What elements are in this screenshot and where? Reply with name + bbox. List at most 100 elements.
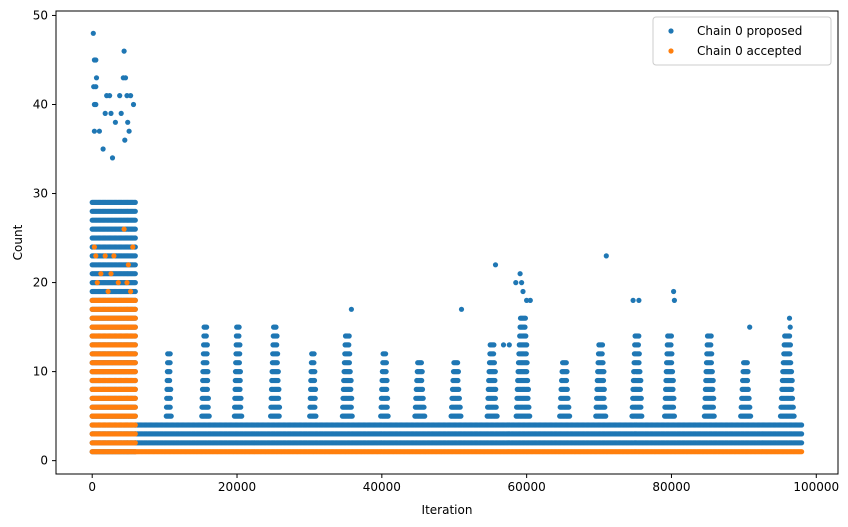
data-point-accepted [121, 226, 127, 232]
data-point-accepted [132, 386, 138, 392]
data-point-proposed [112, 119, 118, 125]
data-point-proposed [236, 333, 242, 339]
data-point-accepted [91, 244, 97, 250]
data-point-accepted [132, 360, 138, 366]
data-point-proposed [500, 342, 507, 348]
data-point-proposed [522, 324, 528, 330]
data-point-proposed [638, 404, 644, 410]
data-point-accepted [132, 297, 138, 303]
data-point-proposed [600, 360, 606, 366]
data-point-proposed [601, 369, 607, 375]
data-point-proposed [132, 280, 138, 286]
data-point-proposed [455, 360, 461, 366]
data-point-proposed [787, 324, 793, 330]
data-point-proposed [493, 404, 499, 410]
data-point-proposed [418, 360, 424, 366]
data-point-proposed [455, 369, 461, 375]
legend-marker-accepted [668, 48, 674, 54]
data-point-proposed [563, 377, 570, 384]
data-point-accepted [132, 306, 138, 312]
data-point-proposed [121, 48, 127, 54]
data-point-proposed [312, 369, 318, 375]
y-axis-label: Count [11, 224, 25, 260]
data-point-proposed [96, 128, 102, 134]
data-point-proposed [600, 377, 607, 384]
data-point-proposed [167, 377, 173, 384]
data-point-proposed [787, 351, 793, 357]
data-point-proposed [237, 386, 243, 392]
data-point-proposed [669, 360, 675, 366]
data-point-proposed [348, 404, 354, 410]
data-point-proposed [237, 342, 243, 348]
data-point-proposed [346, 333, 352, 339]
data-point-proposed [492, 395, 498, 401]
data-point-proposed [637, 386, 644, 392]
data-point-proposed [383, 369, 389, 375]
data-point-accepted [132, 369, 138, 375]
data-point-proposed [204, 360, 210, 366]
data-point-proposed [93, 57, 99, 63]
data-point-accepted [130, 244, 136, 250]
data-point-proposed [524, 369, 530, 375]
data-point-proposed [637, 369, 643, 375]
data-point-proposed [635, 342, 642, 348]
data-point-proposed [384, 386, 390, 392]
data-point-accepted [125, 262, 131, 268]
data-point-proposed [671, 395, 677, 401]
data-point-accepted [132, 342, 138, 348]
y-tick-label: 20 [33, 276, 48, 290]
data-point-proposed [527, 413, 533, 419]
data-point-proposed [205, 395, 211, 401]
data-point-proposed [710, 377, 716, 384]
data-point-proposed [636, 297, 642, 303]
data-point-proposed [238, 395, 244, 401]
data-point-proposed [93, 101, 99, 108]
data-point-accepted [132, 440, 138, 446]
data-point-proposed [567, 413, 573, 419]
data-point-proposed [419, 369, 425, 375]
data-point-proposed [204, 351, 210, 357]
data-point-proposed [492, 262, 499, 268]
data-point-proposed [122, 137, 128, 143]
data-point-proposed [108, 110, 114, 116]
data-point-accepted [111, 253, 117, 259]
data-point-proposed [526, 404, 532, 410]
data-point-proposed [236, 360, 242, 366]
data-point-proposed [132, 217, 138, 223]
data-point-proposed [125, 119, 131, 125]
data-point-proposed [517, 271, 523, 277]
data-point-proposed [205, 377, 211, 384]
data-point-proposed [799, 422, 805, 428]
data-point-proposed [638, 395, 644, 401]
data-point-proposed [791, 413, 797, 419]
legend: Chain 0 proposed Chain 0 accepted [652, 16, 832, 66]
data-point-proposed [109, 155, 116, 161]
data-point-proposed [168, 413, 174, 419]
data-point-proposed [599, 342, 606, 348]
data-point-proposed [132, 208, 138, 214]
data-point-proposed [236, 324, 242, 330]
data-point-proposed [708, 333, 714, 339]
data-point-proposed [565, 395, 571, 401]
data-point-proposed [383, 360, 389, 366]
data-point-proposed [132, 253, 138, 259]
data-point-accepted [132, 395, 138, 401]
x-axis-label: Iteration [422, 503, 473, 517]
x-tick-label: 0 [88, 480, 96, 494]
data-point-proposed [311, 360, 317, 366]
data-point-proposed [491, 351, 497, 357]
data-point-proposed [492, 369, 498, 375]
plot-area-frame [55, 10, 839, 475]
data-point-accepted [132, 404, 138, 410]
legend-label-accepted: Chain 0 accepted [697, 44, 802, 58]
y-tick-label: 40 [33, 97, 48, 111]
data-point-proposed [419, 386, 426, 392]
data-point-proposed [238, 404, 244, 410]
data-point-proposed [312, 386, 319, 392]
data-point-accepted [132, 315, 138, 321]
data-point-proposed [384, 404, 390, 410]
data-point-proposed [347, 351, 353, 357]
data-point-proposed [506, 342, 512, 348]
